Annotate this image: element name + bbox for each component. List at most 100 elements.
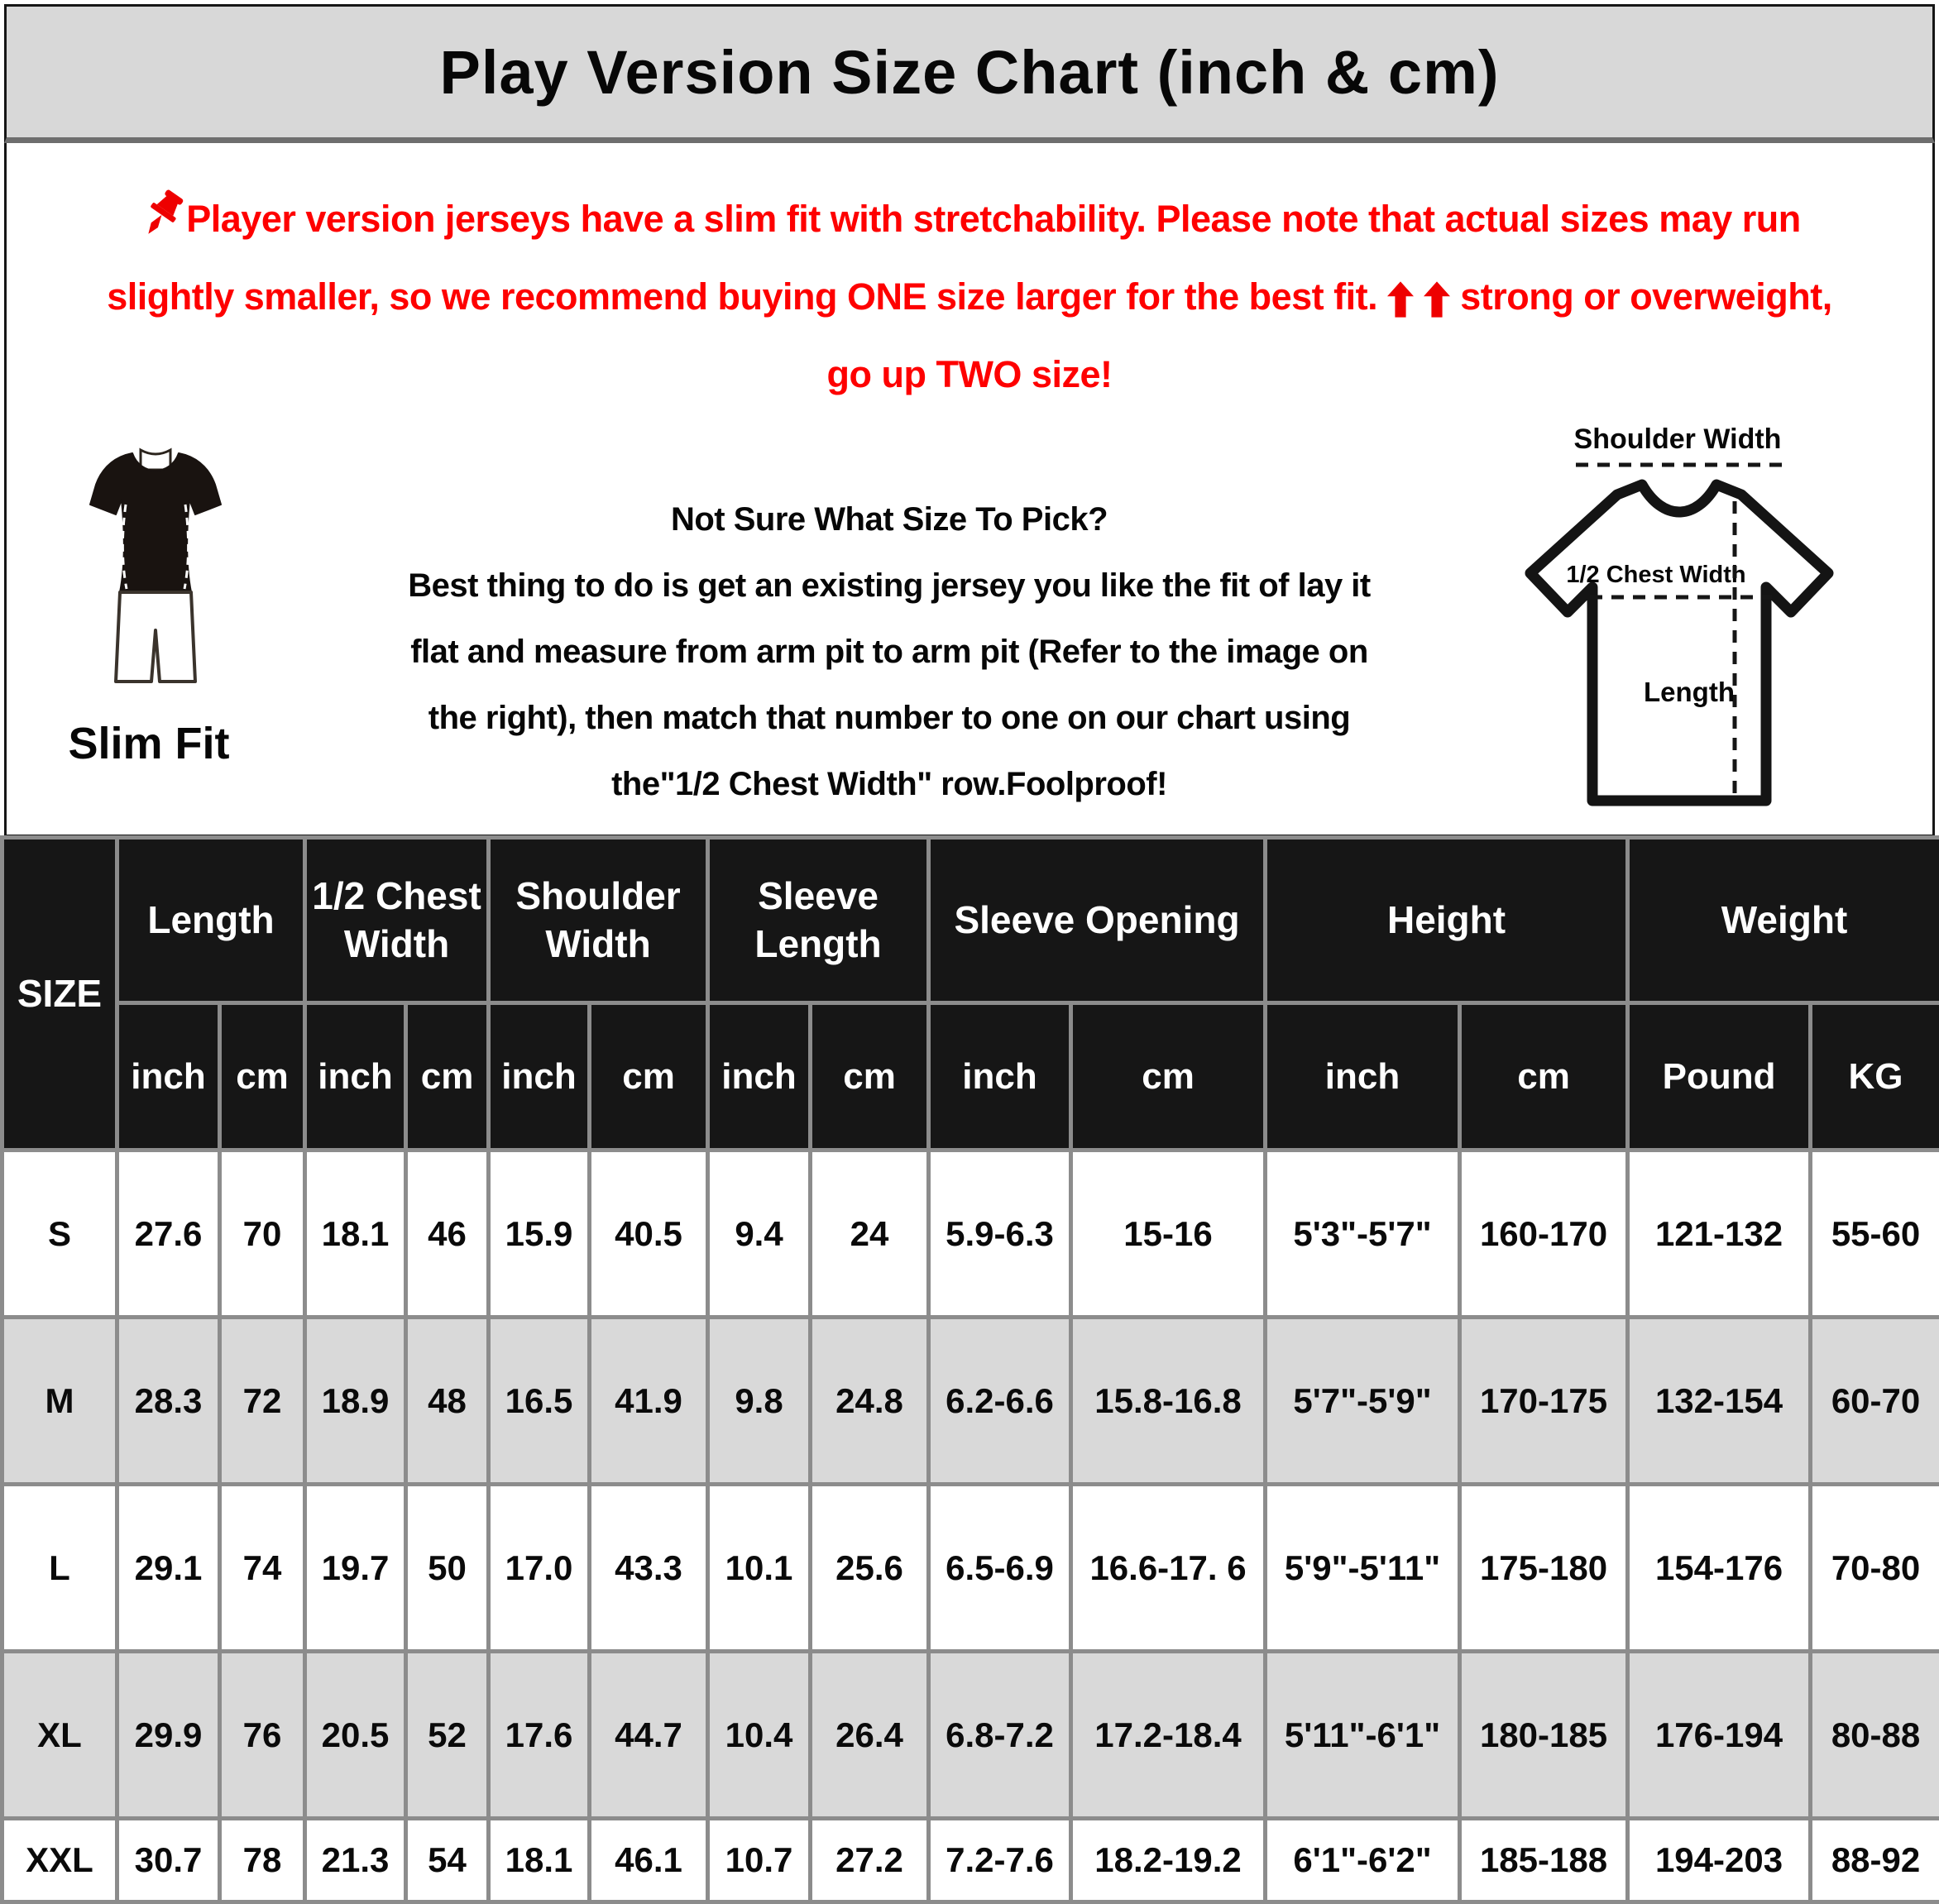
size-chart-table: SIZE Length 1/2 Chest Width Shoulder Wid…: [0, 835, 1939, 1904]
size-cell: S: [2, 1151, 117, 1318]
diagram-chest-label: 1/2 Chest Width: [1566, 562, 1745, 588]
measurement-cell: 5'3"-5'7": [1266, 1151, 1460, 1318]
measurement-cell: 76: [220, 1652, 305, 1819]
measurement-cell: 18.2-19.2: [1071, 1819, 1266, 1902]
group-header-shoulder: Shoulder Width: [489, 838, 708, 1003]
measurement-cell: 9.8: [708, 1318, 811, 1485]
unit-header: KG: [1811, 1003, 1939, 1151]
tshirt-outline: [1530, 485, 1828, 801]
measurement-cell: 24.8: [811, 1318, 929, 1485]
group-header-sleeve-opening: Sleeve Opening: [929, 838, 1266, 1003]
notice-line-3: go up TWO size!: [15, 336, 1924, 414]
measurement-cell: 17.0: [489, 1485, 590, 1652]
diagram-length-label: Length: [1644, 677, 1735, 707]
measurement-cell: 121-132: [1628, 1151, 1811, 1318]
size-column-header: SIZE: [2, 838, 117, 1151]
measurement-cell: 46: [406, 1151, 489, 1318]
unit-header: inch: [929, 1003, 1071, 1151]
unit-header: cm: [811, 1003, 929, 1151]
table-group-header-row: SIZE Length 1/2 Chest Width Shoulder Wid…: [2, 838, 1939, 1003]
measurement-cell: 7.2-7.6: [929, 1819, 1071, 1902]
measurement-cell: 160-170: [1460, 1151, 1628, 1318]
size-cell: M: [2, 1318, 117, 1485]
measurement-cell: 16.5: [489, 1318, 590, 1485]
unit-header: Pound: [1628, 1003, 1811, 1151]
measurement-cell: 88-92: [1811, 1819, 1939, 1902]
table-unit-header-row: inch cm inch cm inch cm inch cm inch cm …: [2, 1003, 1939, 1151]
measurement-cell: 6.5-6.9: [929, 1485, 1071, 1652]
measurement-cell: 30.7: [117, 1819, 220, 1902]
measurement-cell: 27.6: [117, 1151, 220, 1318]
unit-header: cm: [1071, 1003, 1266, 1151]
measurement-cell: 27.2: [811, 1819, 929, 1902]
unit-header: inch: [1266, 1003, 1460, 1151]
unit-header: cm: [1460, 1003, 1628, 1151]
measurement-cell: 5.9-6.3: [929, 1151, 1071, 1318]
measurement-cell: 154-176: [1628, 1485, 1811, 1652]
up-arrow-icon: [1424, 281, 1450, 318]
measurement-cell: 29.1: [117, 1485, 220, 1652]
guide-heading: Not Sure What Size To Pick?: [294, 486, 1485, 553]
measurement-cell: 194-203: [1628, 1819, 1811, 1902]
measurement-cell: 175-180: [1460, 1485, 1628, 1652]
tshirt-measurement-diagram: Shoulder Width 1/2 Chest Width Length: [1514, 412, 1845, 830]
measurement-cell: 70-80: [1811, 1485, 1939, 1652]
measurement-cell: 24: [811, 1151, 929, 1318]
measurement-cell: 176-194: [1628, 1652, 1811, 1819]
measurement-cell: 20.5: [305, 1652, 406, 1819]
measurement-cell: 180-185: [1460, 1652, 1628, 1819]
measurement-cell: 6'1"-6'2": [1266, 1819, 1460, 1902]
tshirt-diagram-icon: Shoulder Width 1/2 Chest Width Length: [1514, 412, 1845, 825]
measurement-cell: 60-70: [1811, 1318, 1939, 1485]
measurement-cell: 28.3: [117, 1318, 220, 1485]
diagram-shoulder-label: Shoulder Width: [1574, 423, 1782, 455]
unit-header: inch: [489, 1003, 590, 1151]
slim-fit-shirt-icon: [89, 445, 222, 686]
group-header-weight: Weight: [1628, 838, 1939, 1003]
measurement-cell: 10.7: [708, 1819, 811, 1902]
measurement-cell: 17.2-18.4: [1071, 1652, 1266, 1819]
measurement-cell: 9.4: [708, 1151, 811, 1318]
notice-line-2a-text: slightly smaller, so we recommend buying…: [107, 275, 1377, 318]
pushpin-icon: [138, 189, 186, 240]
measurement-cell: 15.8-16.8: [1071, 1318, 1266, 1485]
measurement-cell: 5'9"-5'11": [1266, 1485, 1460, 1652]
measurement-cell: 50: [406, 1485, 489, 1652]
measurement-cell: 41.9: [590, 1318, 708, 1485]
guide-line: Best thing to do is get an existing jers…: [294, 553, 1485, 619]
measurement-cell: 16.6-17. 6: [1071, 1485, 1266, 1652]
group-header-chest: 1/2 Chest Width: [305, 838, 489, 1003]
guide-line: flat and measure from arm pit to arm pit…: [294, 619, 1485, 685]
measurement-cell: 18.1: [305, 1151, 406, 1318]
guide-line: the right), then match that number to on…: [294, 685, 1485, 751]
unit-header: inch: [708, 1003, 811, 1151]
measurement-cell: 46.1: [590, 1819, 708, 1902]
measurement-cell: 15-16: [1071, 1151, 1266, 1318]
slim-fit-figure: [89, 445, 222, 691]
measurement-cell: 6.2-6.6: [929, 1318, 1071, 1485]
unit-header: inch: [117, 1003, 220, 1151]
unit-header: cm: [406, 1003, 489, 1151]
notice-line-1-text: Player version jerseys have a slim fit w…: [186, 198, 1801, 240]
measurement-cell: 15.9: [489, 1151, 590, 1318]
guide-line: the"1/2 Chest Width" row.Foolproof!: [294, 751, 1485, 817]
measurement-cell: 18.9: [305, 1318, 406, 1485]
size-cell: XXL: [2, 1819, 117, 1902]
measurement-cell: 80-88: [1811, 1652, 1939, 1819]
notice-line-2b-text: strong or overweight,: [1460, 275, 1832, 318]
measurement-cell: 74: [220, 1485, 305, 1652]
measurement-cell: 5'11"-6'1": [1266, 1652, 1460, 1819]
measurement-cell: 25.6: [811, 1485, 929, 1652]
measurement-cell: 21.3: [305, 1819, 406, 1902]
unit-header: inch: [305, 1003, 406, 1151]
group-header-height: Height: [1266, 838, 1628, 1003]
measurement-cell: 29.9: [117, 1652, 220, 1819]
notice-line-1: Player version jerseys have a slim fit w…: [15, 180, 1924, 258]
measurement-cell: 55-60: [1811, 1151, 1939, 1318]
